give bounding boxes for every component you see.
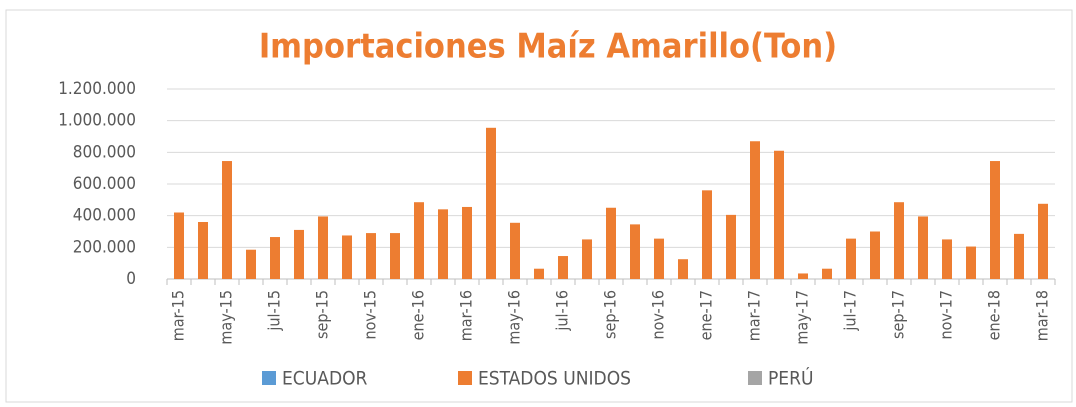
legend-swatch — [458, 371, 472, 385]
legend-swatch — [748, 371, 762, 385]
y-tick-label: 800.000 — [73, 142, 136, 162]
bar — [942, 239, 952, 279]
bar — [606, 207, 616, 279]
x-tick-label: nov-17 — [937, 290, 956, 340]
bar — [270, 237, 280, 279]
bar — [774, 150, 784, 279]
bar — [246, 249, 256, 279]
x-tick-label: jul-16 — [553, 290, 572, 332]
bar — [342, 235, 352, 279]
bar — [822, 268, 832, 279]
bar — [678, 259, 688, 279]
bar — [366, 233, 376, 279]
bar — [1038, 203, 1048, 279]
x-tick-label: jul-17 — [841, 290, 860, 332]
bar — [486, 127, 496, 280]
chart-frame — [5, 9, 1073, 403]
y-tick-label: 0 — [126, 269, 136, 289]
x-tick-label: mar-15 — [169, 290, 188, 341]
x-tick-label: mar-18 — [1033, 290, 1052, 341]
bar — [294, 229, 304, 279]
y-tick-label: 600.000 — [73, 174, 136, 194]
bar — [798, 273, 808, 279]
x-tick-label: sep-15 — [313, 290, 332, 339]
y-tick-label: 1.000.000 — [58, 111, 136, 131]
legend-label: ESTADOS UNIDOS — [478, 368, 631, 390]
bar — [654, 238, 664, 279]
x-tick-label: may-15 — [217, 290, 236, 345]
chart-title: Importaciones Maíz Amarillo(Ton) — [259, 27, 837, 67]
bar — [918, 216, 928, 279]
y-tick-label: 1.200.000 — [58, 79, 136, 99]
y-tick-label: 400.000 — [73, 206, 136, 226]
bar — [414, 202, 424, 279]
x-tick-label: nov-15 — [361, 290, 380, 340]
legend-swatch — [262, 371, 276, 385]
bar — [558, 256, 568, 279]
x-tick-label: sep-16 — [601, 290, 620, 339]
y-tick-label: 200.000 — [73, 237, 136, 257]
x-tick-label: mar-16 — [457, 290, 476, 341]
bar — [630, 224, 640, 279]
legend-label: ECUADOR — [282, 368, 368, 390]
bar — [222, 161, 232, 279]
bar — [462, 206, 472, 279]
x-tick-label: mar-17 — [745, 290, 764, 341]
bar — [534, 268, 544, 279]
bar — [390, 233, 400, 279]
x-tick-label: nov-16 — [649, 290, 668, 340]
bar — [318, 216, 328, 279]
bar — [966, 246, 976, 279]
bar — [846, 238, 856, 279]
bar — [702, 190, 712, 279]
bar — [1014, 233, 1024, 279]
x-tick-label: ene-18 — [985, 290, 1004, 340]
bar — [990, 161, 1000, 279]
bar — [582, 239, 592, 279]
x-tick-label: sep-17 — [889, 290, 908, 339]
bar — [894, 202, 904, 279]
bar — [726, 214, 736, 279]
bar — [198, 222, 208, 279]
x-tick-label: may-17 — [793, 290, 812, 345]
x-tick-label: ene-17 — [697, 290, 716, 340]
bar — [438, 209, 448, 279]
x-tick-label: ene-16 — [409, 290, 428, 340]
x-tick-label: jul-15 — [265, 290, 284, 332]
bar — [510, 222, 520, 279]
bar — [750, 141, 760, 279]
x-tick-label: may-16 — [505, 290, 524, 345]
bar — [870, 231, 880, 279]
legend-label: PERÚ — [768, 366, 814, 390]
bar — [174, 212, 184, 279]
